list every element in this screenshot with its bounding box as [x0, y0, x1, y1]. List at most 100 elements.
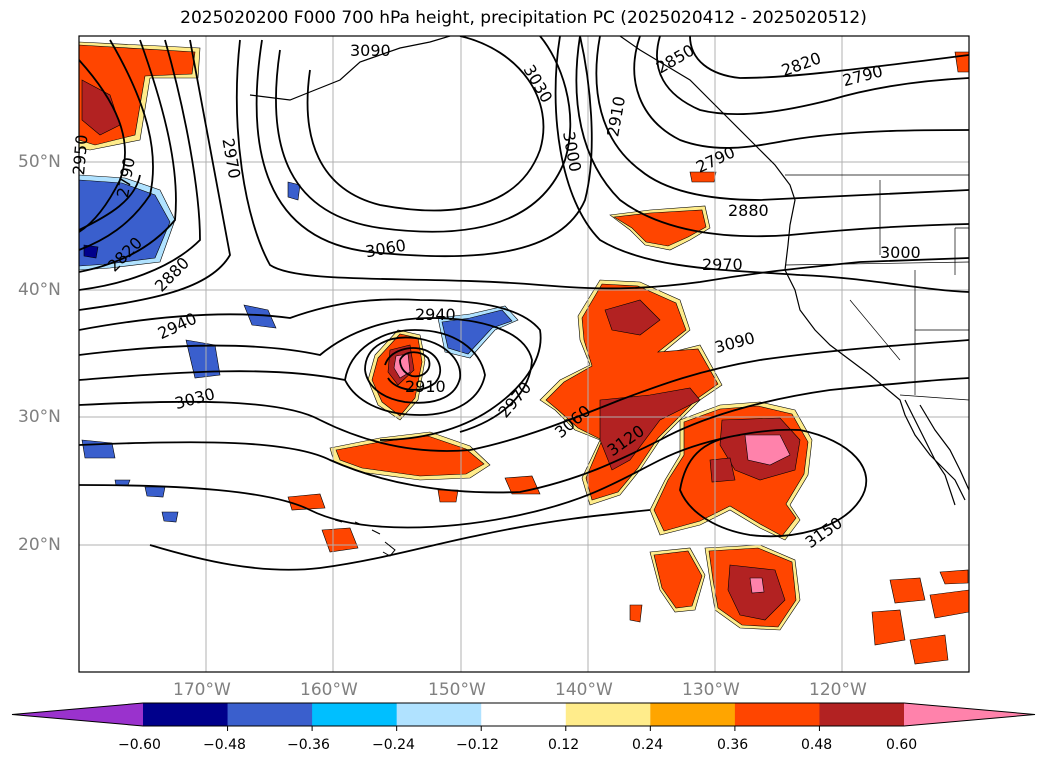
precip-patch	[243, 304, 277, 329]
baja-coast	[904, 399, 956, 506]
contour-label: 2790	[841, 61, 885, 90]
precip-patch	[81, 439, 116, 459]
contour-label: 3060	[364, 236, 407, 262]
contour-label: 2850	[653, 41, 698, 78]
precip-patch	[689, 171, 717, 183]
border	[784, 261, 969, 266]
colorbar-segment	[819, 703, 905, 726]
map-title: 2025020200 F000 700 hPa height, precipit…	[180, 8, 867, 28]
contour-line	[79, 317, 533, 433]
contour-label: 2940	[155, 309, 200, 343]
colorbar-tick: 0.48	[801, 737, 833, 753]
contour-label: 3030	[173, 384, 217, 413]
contour-line	[79, 377, 969, 494]
gridlines	[79, 36, 969, 672]
precip-patch	[629, 604, 643, 623]
precip-patch	[545, 283, 719, 501]
colorbar-tick: 0.36	[717, 737, 749, 753]
contour-line	[149, 509, 651, 571]
precip-patch	[83, 244, 99, 259]
border	[954, 227, 969, 275]
contour-line	[79, 428, 867, 538]
precip-patch	[321, 527, 359, 553]
plot-area	[79, 36, 969, 672]
precipitation-shading	[79, 41, 969, 665]
precip-patch	[287, 493, 326, 511]
colorbar-segment	[650, 703, 736, 726]
contour-line	[79, 59, 126, 233]
contour-label: 3090	[350, 41, 391, 60]
contour-line	[364, 336, 461, 404]
lon-label: 160°W	[300, 680, 358, 700]
contour-line	[79, 329, 486, 416]
height-contours	[79, 36, 969, 571]
contour-label: 2950	[69, 134, 91, 176]
precip-patch	[161, 511, 179, 523]
contour-line	[79, 39, 154, 251]
contour-label: 2970	[702, 255, 743, 274]
alaska-coast	[249, 36, 451, 101]
colorbar-extend-low	[12, 703, 143, 726]
contour-label: 2910	[405, 377, 446, 396]
colorbar-outline	[11, 702, 1036, 727]
contour-line	[255, 36, 593, 258]
contour-line	[554, 36, 969, 293]
precip-patch	[287, 181, 301, 201]
colorbar-segment	[734, 703, 820, 726]
contour-label: 2970	[218, 137, 244, 180]
colorbar-segment	[227, 703, 313, 726]
lon-label: 120°W	[809, 680, 867, 700]
lon-label: 130°W	[682, 680, 740, 700]
border	[849, 299, 901, 361]
precip-patch	[909, 634, 949, 665]
precip-patch	[929, 589, 969, 619]
map-frame	[78, 35, 970, 673]
colorbar-extend-high	[904, 703, 1035, 726]
precip-patch	[709, 457, 736, 483]
colorbar-tick: 0.60	[886, 737, 918, 753]
contour-line	[79, 39, 231, 311]
contour-line	[79, 39, 201, 291]
contour-label: 3000	[880, 243, 921, 262]
precip-patch	[744, 434, 791, 466]
contour-line	[79, 339, 969, 452]
colorbar-segment	[481, 703, 567, 726]
contour-line	[595, 36, 969, 201]
lon-label: 170°W	[173, 680, 231, 700]
precip-patch	[114, 479, 131, 486]
colorbar-tick: −0.36	[287, 737, 330, 753]
contour-line	[275, 36, 572, 233]
precip-patch	[599, 387, 701, 471]
border	[899, 394, 969, 401]
contour-line	[236, 39, 969, 290]
colorbar-segment	[312, 703, 398, 726]
precip-patch	[437, 489, 459, 503]
precip-patch	[144, 486, 166, 498]
precip-patch	[185, 339, 221, 379]
contour-line	[633, 36, 969, 149]
contour-line	[384, 347, 442, 391]
contour-line	[399, 351, 431, 378]
contour-label: 2970	[494, 378, 535, 421]
colorbar-tick: 0.12	[548, 737, 580, 753]
precip-patch	[871, 609, 906, 646]
colorbar-tick: −0.24	[372, 737, 415, 753]
contour-line	[689, 36, 969, 79]
colorbar-tick: −0.60	[118, 737, 161, 753]
precip-patch	[653, 550, 703, 609]
precip-patch	[939, 569, 969, 585]
contour-line	[306, 36, 545, 212]
colorbar-segment	[565, 703, 651, 726]
lon-label: 140°W	[555, 680, 613, 700]
contour-label: 3030	[520, 61, 557, 106]
precip-patch	[749, 577, 765, 594]
gulf-coast	[919, 404, 969, 491]
contour-line	[656, 36, 969, 115]
precip-patch	[889, 577, 926, 604]
precip-patch	[604, 299, 661, 336]
contour-label: 3090	[713, 328, 757, 357]
lat-label: 40°N	[18, 280, 61, 300]
contour-line	[575, 36, 969, 238]
lat-label: 30°N	[18, 407, 61, 427]
